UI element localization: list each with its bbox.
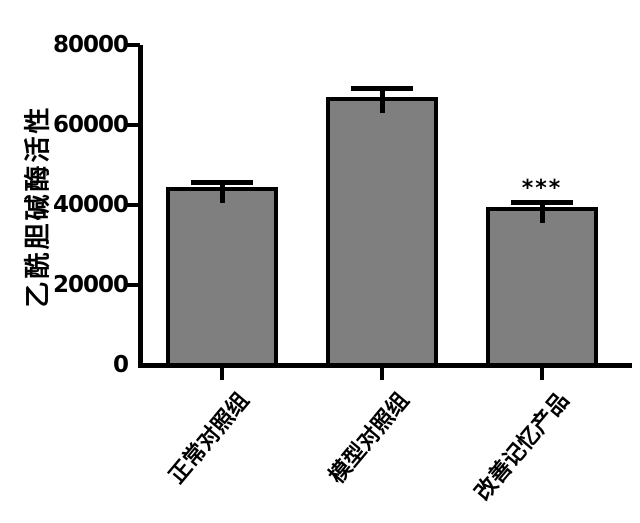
x-category-label: 正常对照组 [164,388,255,489]
x-axis-tick [540,368,544,380]
y-tick-label: 60000 [52,112,129,138]
error-bar-stem [379,87,385,113]
error-bar-cap [511,199,573,205]
bar [326,97,438,367]
y-tick-label: 0 [112,352,129,378]
y-tick-label: 40000 [52,192,129,218]
y-axis-tick [125,123,140,127]
y-tick-label: 80000 [52,32,129,58]
error-bar-cap [191,179,253,185]
x-axis-tick [380,368,384,380]
x-axis-tick [220,368,224,380]
error-bar-cap [351,85,413,91]
error-bar-stem [539,201,545,223]
x-category-label: 模型对照组 [324,388,415,489]
y-axis-line [138,45,143,368]
bar [486,207,598,367]
y-axis-tick [125,43,140,47]
bar [166,187,278,367]
y-tick-label: 20000 [52,272,129,298]
y-axis-tick [125,283,140,287]
x-category-label: 改善记忆产品 [470,388,575,506]
error-bar-stem [219,181,225,203]
y-axis-tick [125,203,140,207]
significance-annotation: *** [521,175,563,201]
